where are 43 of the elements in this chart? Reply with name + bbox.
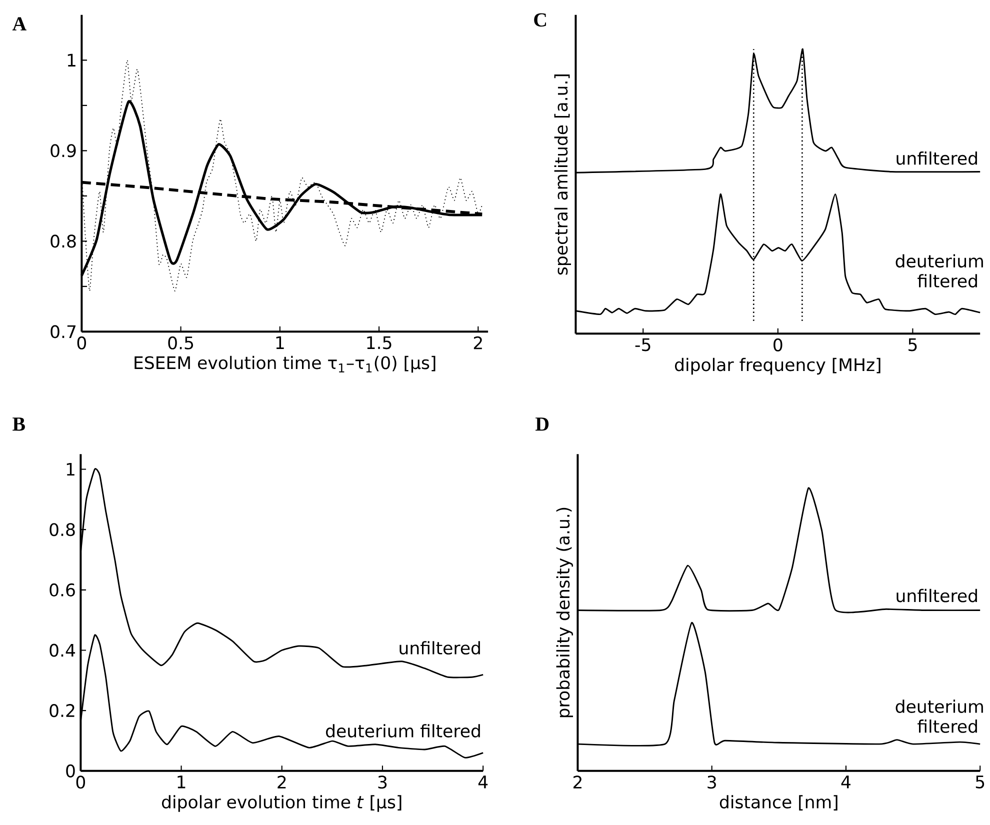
series-label: deuterium filtered [896, 700, 983, 734]
y-tick-label: 0.9 [50, 144, 76, 158]
x-tick-label: 0.5 [168, 336, 194, 350]
y-tick-label: 1 [68, 54, 76, 67]
x-tick-label: 2 [278, 776, 286, 789]
y-tick-label: 0.6 [50, 584, 75, 597]
y-tick-label: 0.4 [50, 644, 76, 657]
x-tick-label: 0 [774, 338, 782, 352]
x-tick-label: 0 [77, 336, 86, 350]
y-tick-label: 0.2 [50, 704, 74, 718]
y-tick-label: 0 [66, 764, 75, 778]
x-axis-title: ESEEM evolution time τ$_{1}$–τ$_{1}$(0) [μs] [134, 356, 436, 373]
x-tick-label: 3 [378, 776, 387, 789]
x-axis-title: dipolar frequency [MHz] [674, 358, 880, 375]
y-axis-title: probability density (a.u.) [556, 508, 573, 718]
x-tick-label: 4 [841, 776, 850, 788]
chart-title: B [12, 418, 25, 431]
x-axis-title: dipolar evolution time t [μs] [162, 795, 402, 812]
y-tick-label: 0.8 [50, 234, 76, 248]
x-axis-title: distance [nm] [720, 795, 838, 811]
x-tick-label: 2 [573, 776, 582, 789]
series-label: deuterium filtered [326, 724, 480, 738]
x-tick-label: 3 [708, 776, 716, 789]
y-tick-label: 0.8 [50, 523, 75, 536]
y-tick-label: 0.7 [50, 325, 76, 338]
x-tick-label: 1 [276, 336, 284, 350]
chart-title: C [534, 13, 546, 27]
x-tick-label: 1.5 [367, 336, 392, 350]
x-tick-label: 1 [178, 776, 186, 788]
x-tick-label: 0 [76, 776, 86, 789]
x-tick-label: 5 [908, 338, 917, 352]
chart-title: A [12, 17, 26, 30]
y-axis-title: spectral amlitude [a.u.] [554, 74, 572, 275]
x-tick-label: 5 [976, 776, 984, 789]
x-tick-label: 4 [478, 776, 488, 788]
x-tick-label: -5 [635, 338, 650, 352]
x-tick-label: 2 [474, 336, 482, 350]
series-label: unfiltered [400, 641, 480, 655]
series-label: unfiltered [896, 152, 977, 165]
series-label: unfiltered [896, 589, 977, 602]
y-tick-label: 1 [66, 463, 74, 476]
chart-title: D [535, 418, 549, 431]
series-label: deuterium filtered [896, 254, 983, 288]
